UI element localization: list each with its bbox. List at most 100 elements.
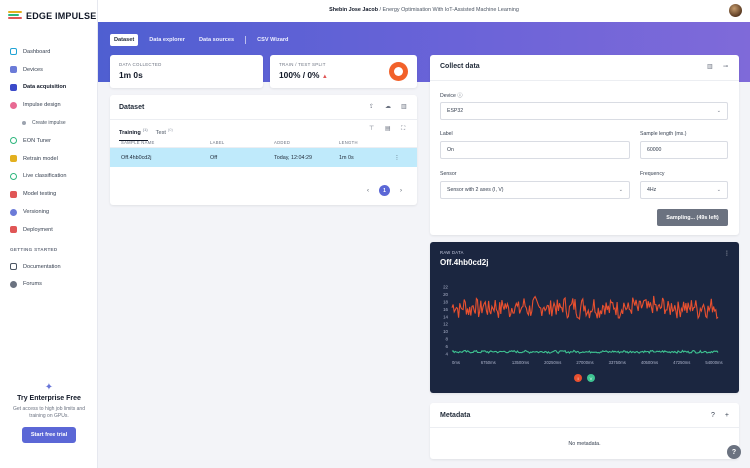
- sidebar-item-label: Live classification: [23, 173, 67, 180]
- dataset-actions: ⇪ ☁ ▥: [369, 104, 407, 110]
- tab-data-sources[interactable]: Data sources: [198, 37, 235, 43]
- deployment-icon: [10, 226, 17, 234]
- trash-icon[interactable]: ▥: [707, 64, 713, 70]
- breadcrumb-project[interactable]: Energy Optimisation With IoT-Assisted Ma…: [382, 7, 519, 13]
- raw-data-card: RAW DATA Off.4hb0cd2j ⋮ 4 6 8 10 12 14 16 18 20 2…: [430, 242, 739, 393]
- upload-icon[interactable]: ⇪: [369, 104, 375, 110]
- next-page-button[interactable]: ›: [400, 187, 402, 194]
- device-select[interactable]: ESP32 ⌄: [440, 102, 728, 120]
- y-tick-label: 4: [446, 352, 449, 357]
- train-test-split-card: TRAIN / TEST SPLIT 100% / 0% ▲: [270, 55, 417, 88]
- sidebar-item-data-acquisition[interactable]: Data acquisition: [0, 79, 98, 97]
- breadcrumb-user[interactable]: Shebin Jose Jacob: [329, 7, 378, 13]
- x-tick-label: 33750ms: [609, 360, 626, 365]
- sidebar-item-label: Deployment: [23, 226, 53, 233]
- cell-label: Off: [210, 154, 218, 161]
- table-row[interactable]: Off.4hb0cd2j Off Today, 12:04:29 1m 0s ⋮: [110, 148, 417, 167]
- sensor-label: Sensor: [440, 171, 457, 177]
- current-page-button[interactable]: 1: [379, 185, 390, 196]
- list-select-icon[interactable]: ▤: [385, 126, 391, 132]
- sidebar-item-devices[interactable]: Devices: [0, 61, 98, 79]
- row-menu-icon[interactable]: ⋮: [394, 154, 400, 161]
- dashboard-icon: [10, 48, 17, 56]
- warning-icon: ▲: [321, 74, 328, 80]
- train-test-split-label: TRAIN / TEST SPLIT: [279, 62, 326, 67]
- legend-item-i[interactable]: I: [574, 374, 582, 382]
- cell-sample-name: Off.4hb0cd2j: [121, 154, 152, 161]
- sidebar-item-label: Dashboard: [23, 48, 51, 55]
- sidebar-item-forums[interactable]: Forums: [0, 276, 98, 294]
- x-tick-label: 0ms: [452, 360, 460, 365]
- tab-test[interactable]: Test(0): [155, 127, 173, 136]
- y-tick-label: 20: [443, 292, 448, 297]
- dataset-subtabs: Training(1) Test(0): [119, 127, 173, 141]
- label-input[interactable]: On: [440, 141, 630, 159]
- label-label: Label: [440, 131, 453, 137]
- start-free-trial-button[interactable]: Start free trial: [21, 427, 77, 443]
- sidebar-item-label: Create impulse: [32, 120, 66, 127]
- filter-icon[interactable]: ⊤: [369, 126, 375, 132]
- cell-length: 1m 0s: [339, 154, 354, 161]
- expand-icon[interactable]: ⛶: [401, 126, 406, 132]
- y-tick-label: 10: [443, 329, 448, 334]
- legend-item-v[interactable]: V: [587, 374, 595, 382]
- help-button[interactable]: ?: [727, 445, 741, 459]
- sidebar-item-deployment[interactable]: Deployment: [0, 221, 98, 239]
- sidebar-item-model-testing[interactable]: Model testing: [0, 185, 98, 203]
- help-icon[interactable]: ?: [711, 412, 715, 419]
- add-icon[interactable]: +: [724, 412, 729, 419]
- sensor-value: Sensor with 2 axes (I, V): [447, 187, 504, 193]
- sidebar-item-impulse-design[interactable]: Impulse design: [0, 96, 98, 114]
- column-added: ADDED: [274, 140, 291, 145]
- model-testing-icon: [10, 190, 17, 198]
- versioning-icon: [10, 208, 17, 216]
- sidebar-item-live-classification[interactable]: Live classification: [0, 168, 98, 186]
- y-tick-label: 14: [443, 314, 448, 319]
- app-logo[interactable]: EDGE IMPULSE: [8, 11, 96, 21]
- collect-divider: [430, 80, 739, 81]
- sidebar-item-label: Forums: [23, 281, 42, 288]
- live-classification-icon: [10, 172, 17, 180]
- retrain-model-icon: [10, 155, 17, 163]
- sparkle-icon: ✦: [44, 382, 54, 393]
- tab-dataset[interactable]: Dataset: [110, 34, 139, 46]
- y-tick-label: 16: [443, 307, 448, 312]
- edge-impulse-logo-icon: [8, 11, 22, 21]
- y-tick-label: 8: [446, 337, 449, 342]
- sidebar: EDGE IMPULSE Dashboard Devices Data acqu…: [0, 0, 98, 468]
- metadata-card: Metadata ? + No metadata.: [430, 403, 739, 459]
- metadata-divider: [430, 427, 739, 428]
- trash-icon[interactable]: ▥: [401, 104, 407, 110]
- sample-length-input[interactable]: 60000: [640, 141, 728, 159]
- cloud-icon[interactable]: ☁: [385, 104, 391, 110]
- tab-csv-wizard[interactable]: CSV Wizard: [257, 37, 289, 43]
- dataset-card: Dataset ⇪ ☁ ▥ Training(1) Test(0) ⊤ ▤ ⛶ …: [110, 95, 417, 205]
- connect-icon[interactable]: ⊸: [723, 64, 729, 70]
- avatar[interactable]: [729, 4, 742, 17]
- sidebar-item-eon-tuner[interactable]: EON Tuner: [0, 132, 98, 150]
- tab-training[interactable]: Training(1): [119, 127, 148, 141]
- raw-menu-icon[interactable]: ⋮: [724, 251, 730, 257]
- sidebar-item-retrain-model[interactable]: Retrain model: [0, 150, 98, 168]
- sidebar-item-dashboard[interactable]: Dashboard: [0, 43, 98, 61]
- x-tick-label: 13500ms: [512, 360, 529, 365]
- start-sampling-button[interactable]: Sampling... (49s left): [657, 209, 728, 226]
- data-acquisition-icon: [10, 83, 17, 91]
- raw-data-title: Off.4hb0cd2j: [440, 258, 489, 267]
- prev-page-button[interactable]: ‹: [367, 187, 369, 194]
- frequency-select[interactable]: 4Hz ⌄: [640, 181, 728, 199]
- sidebar-item-create-impulse[interactable]: Create impulse: [0, 114, 98, 132]
- chart-legend: I V: [430, 374, 739, 382]
- getting-started-heading: GETTING STARTED: [10, 247, 58, 253]
- tab-data-explorer[interactable]: Data explorer: [149, 37, 185, 43]
- x-tick-label: 54000ms: [705, 360, 722, 365]
- sensor-select[interactable]: Sensor with 2 axes (I, V) ⌄: [440, 181, 630, 199]
- sidebar-item-documentation[interactable]: Documentation: [0, 258, 98, 276]
- sidebar-item-label: Model testing: [23, 191, 57, 198]
- data-collected-value: 1m 0s: [119, 70, 143, 80]
- sidebar-item-label: Impulse design: [23, 102, 61, 109]
- collect-data-card: Collect data ▥ ⊸ Device ⓘ ESP32 ⌄ Label …: [430, 55, 739, 235]
- sidebar-item-versioning[interactable]: Versioning: [0, 203, 98, 221]
- cell-added: Today, 12:04:29: [274, 154, 312, 161]
- x-tick-label: 20250ms: [544, 360, 561, 365]
